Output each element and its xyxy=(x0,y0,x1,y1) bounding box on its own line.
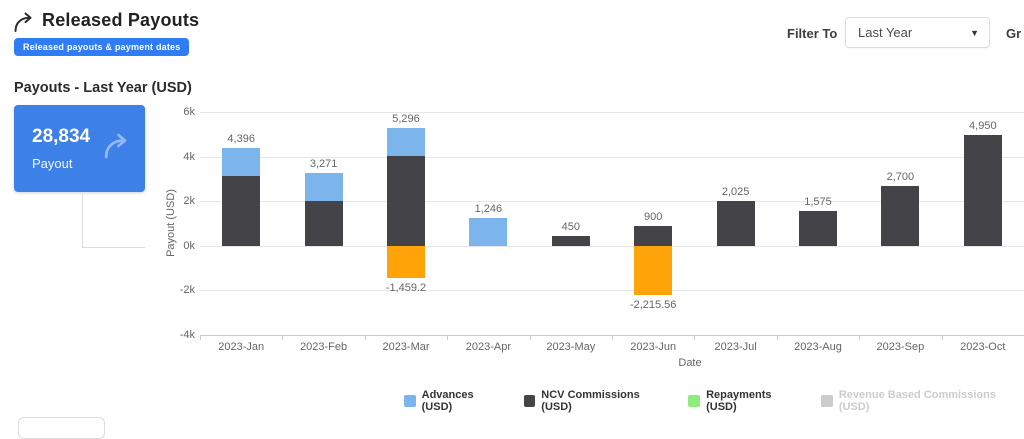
legend-label: Repayments (USD) xyxy=(706,389,772,413)
kpi-value: 28,834 xyxy=(32,126,91,147)
legend-swatch-icon xyxy=(688,395,701,407)
bar-segment[interactable] xyxy=(881,185,920,246)
payout-kpi-card[interactable]: 28,834 Payout xyxy=(14,105,145,192)
bar-segment[interactable] xyxy=(634,225,673,246)
y-tick-label: 2k xyxy=(183,195,195,208)
gridline xyxy=(200,201,1024,203)
x-tick xyxy=(612,335,613,340)
bar-value-label: 1,246 xyxy=(474,203,503,215)
bar-value-label: 900 xyxy=(644,210,663,223)
kpi-connector-horizontal xyxy=(82,247,145,248)
partial-button[interactable] xyxy=(18,417,105,439)
bar-segment[interactable] xyxy=(304,201,343,246)
x-category-label: 2023-Oct xyxy=(960,341,1006,353)
bar-segment[interactable] xyxy=(387,127,425,157)
x-category-label: 2023-May xyxy=(546,341,596,353)
legend-swatch-icon xyxy=(821,395,833,407)
bar-value-label: 4,396 xyxy=(227,132,255,145)
bar-segment[interactable] xyxy=(304,172,343,202)
x-category-label: 2023-Jun xyxy=(630,341,677,353)
filter-dropdown[interactable]: Last Year ▼ xyxy=(845,17,990,48)
subtitle-badge: Released payouts & payment dates xyxy=(14,38,190,56)
x-category-label: 2023-Jul xyxy=(714,341,757,353)
bar-value-label: 4,950 xyxy=(969,120,997,133)
bar-segment[interactable] xyxy=(469,218,508,246)
legend-swatch-icon xyxy=(523,395,536,407)
x-tick xyxy=(200,335,201,340)
page-title: Released Payouts xyxy=(42,10,200,30)
y-tick-label: -2k xyxy=(179,284,195,297)
bar-value-label: 3,271 xyxy=(309,157,338,170)
x-category-label: 2023-Apr xyxy=(465,341,512,353)
x-tick xyxy=(776,335,778,340)
bar-value-label: 450 xyxy=(561,220,580,233)
bar-segment[interactable] xyxy=(799,210,837,246)
released-payouts-page: Released Payouts Released payouts & paym… xyxy=(13,10,1024,439)
y-tick-label: -4k xyxy=(179,329,195,341)
bar-negative-value-label: -1,459.2 xyxy=(385,282,427,295)
legend-swatch-icon xyxy=(404,395,416,407)
bar-segment[interactable] xyxy=(634,245,673,296)
bar-negative-value-label: -2,215.56 xyxy=(629,299,677,312)
bar-segment[interactable] xyxy=(387,156,425,246)
bar-segment[interactable] xyxy=(551,235,590,246)
legend-item[interactable]: Revenue Based Commissions (USD) xyxy=(821,389,1024,413)
group-by-label-partial: Gr xyxy=(1006,26,1022,41)
kpi-label: Payout xyxy=(32,156,73,171)
share-arrow-icon xyxy=(13,12,37,34)
legend-item[interactable]: NCV Commissions (USD) xyxy=(523,389,670,413)
share-arrow-icon xyxy=(103,133,133,161)
x-category-label: 2023-Feb xyxy=(300,341,348,353)
bar-value-label: 2,025 xyxy=(721,185,750,198)
bar-segment[interactable] xyxy=(222,147,261,177)
kpi-connector-vertical xyxy=(82,192,83,247)
x-axis-title: Date xyxy=(678,357,702,369)
bar-value-label: 5,296 xyxy=(392,112,420,125)
bar-segment[interactable] xyxy=(716,200,755,246)
x-category-label: 2023-Mar xyxy=(382,341,430,353)
x-category-label: 2023-Aug xyxy=(794,341,842,353)
x-tick xyxy=(282,335,284,340)
legend-label: NCV Commissions (USD) xyxy=(541,389,640,413)
chart-legend: Advances (USD) NCV Commissions (USD) Repay… xyxy=(404,389,1024,413)
gridline xyxy=(200,112,1024,113)
plot-area xyxy=(200,112,1024,336)
filter-to-label: Filter To xyxy=(787,26,838,41)
y-tick-label: 0k xyxy=(183,239,195,252)
chevron-down-icon: ▼ xyxy=(970,27,979,38)
bar-segment[interactable] xyxy=(387,245,425,279)
chart-section-title: Payouts - Last Year (USD) xyxy=(14,80,192,96)
x-tick xyxy=(447,335,449,340)
gridline xyxy=(200,290,1024,292)
legend-item[interactable]: Repayments (USD) xyxy=(688,389,802,413)
bar-value-label: 1,575 xyxy=(804,195,832,208)
legend-label: Advances (USD) xyxy=(421,389,474,413)
x-tick xyxy=(364,335,366,340)
gridline xyxy=(200,156,1024,158)
filter-dropdown-value: Last Year xyxy=(858,25,913,40)
legend-label: Revenue Based Commissions (USD) xyxy=(838,389,996,413)
x-tick xyxy=(859,335,861,340)
bar-value-label: 2,700 xyxy=(886,170,915,183)
y-tick-label: 4k xyxy=(183,150,195,163)
bar-segment[interactable] xyxy=(963,135,1002,246)
y-tick-label: 6k xyxy=(183,106,195,118)
gridline xyxy=(200,245,1024,247)
x-category-label: 2023-Sep xyxy=(876,341,925,353)
x-tick xyxy=(941,335,943,340)
bar-segment[interactable] xyxy=(222,176,261,246)
legend-item[interactable]: Advances (USD) xyxy=(404,389,505,413)
x-tick xyxy=(694,335,696,340)
x-category-label: 2023-Jan xyxy=(218,341,265,353)
x-tick xyxy=(529,335,531,340)
